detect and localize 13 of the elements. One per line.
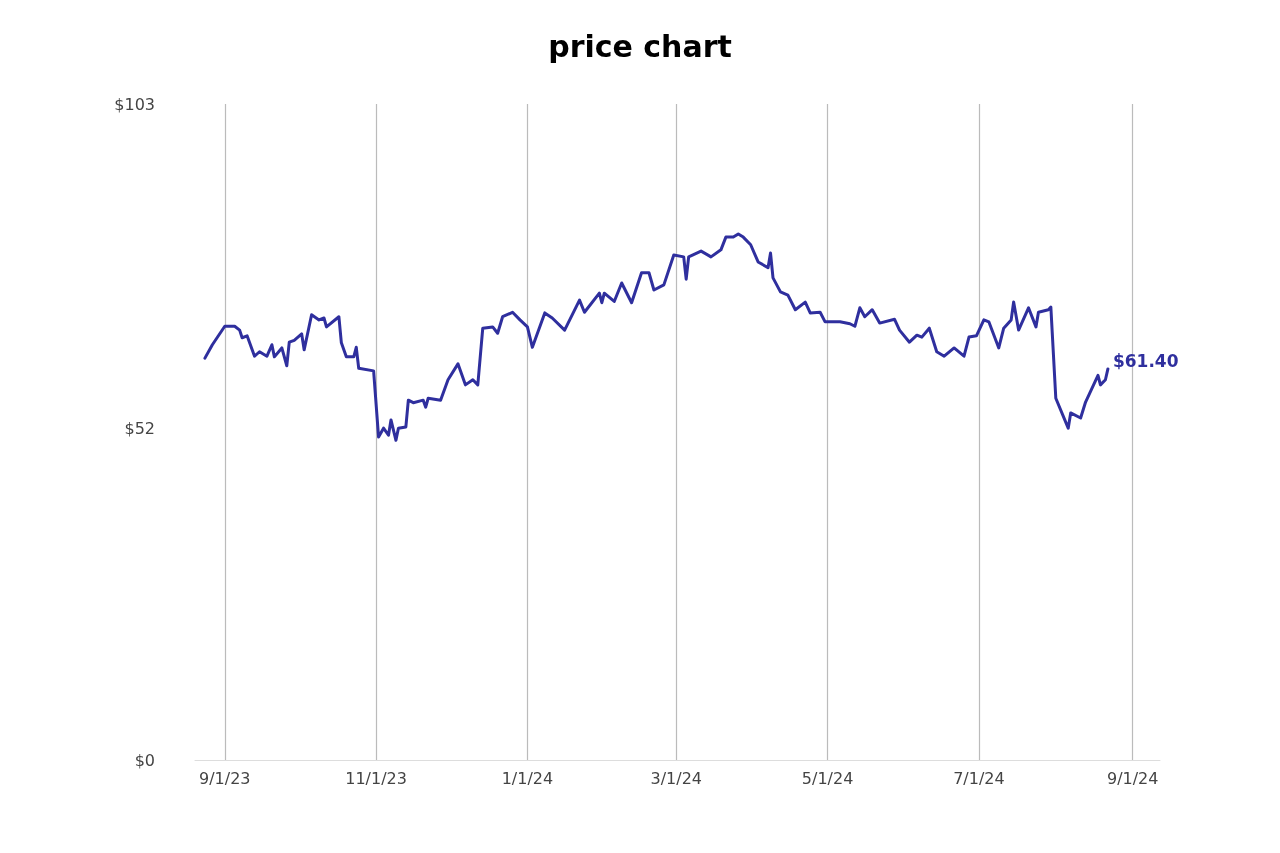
y-tick-label: $52	[124, 419, 155, 439]
x-tick-label: 5/1/24	[801, 768, 854, 788]
y-tick-label: $0	[134, 750, 155, 770]
x-tick-label: 7/1/24	[953, 768, 1005, 788]
x-tick-label: 11/1/23	[345, 768, 407, 788]
x-tick-label: 3/1/24	[650, 768, 703, 788]
x-tick-label: 9/1/23	[199, 768, 251, 788]
x-tick-label: 9/1/24	[1106, 768, 1159, 788]
chart-title: price chart	[548, 28, 732, 64]
y-tick-label: $103	[114, 94, 155, 114]
annotation: $61.40	[1112, 350, 1179, 371]
line-series	[203, 232, 1110, 442]
x-tick-label: 1/1/24	[501, 768, 554, 788]
